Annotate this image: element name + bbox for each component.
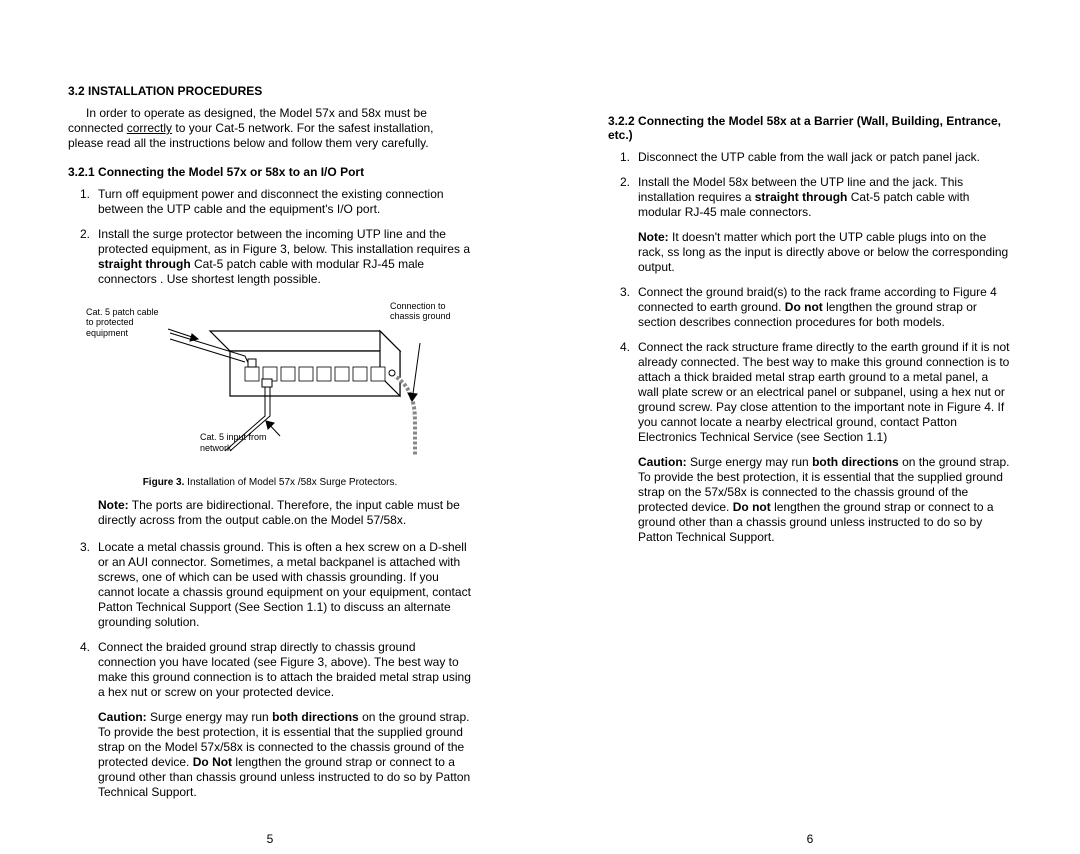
- list-item: 4. Connect the rack structure frame dire…: [608, 340, 1012, 445]
- list-item: 1. Disconnect the UTP cable from the wal…: [608, 150, 1012, 165]
- list-body: Connect the braided ground strap directl…: [98, 640, 472, 700]
- bold-text: Do Not: [193, 755, 232, 769]
- bold-text: Do not: [733, 500, 771, 514]
- page-left: 3.2 INSTALLATION PROCEDURES In order to …: [0, 0, 540, 854]
- bold-text: both directions: [272, 710, 359, 724]
- intro-underlined: correctly: [127, 121, 172, 135]
- list-body: Disconnect the UTP cable from the wall j…: [638, 150, 1012, 165]
- note-text: It doesn't matter which port the UTP cab…: [638, 230, 1008, 274]
- diagram-wrap: Cat. 5 patch cable to protected equipmen…: [80, 301, 460, 471]
- list-body: Connect the rack structure frame directl…: [638, 340, 1012, 445]
- note-block: Note: The ports are bidirectional. There…: [98, 498, 472, 528]
- page-right: 3.2.2 Connecting the Model 58x at a Barr…: [540, 0, 1080, 854]
- caution-block: Caution: Surge energy may run both direc…: [98, 710, 472, 800]
- text: Surge energy may run: [147, 710, 272, 724]
- list-item: 4. Connect the braided ground strap dire…: [68, 640, 472, 700]
- text: Surge energy may run: [687, 455, 812, 469]
- figure-caption-text: Installation of Model 57x /58x Surge Pro…: [184, 477, 397, 488]
- list-body: Connect the ground braid(s) to the rack …: [638, 285, 1012, 330]
- figure-caption: Figure 3. Installation of Model 57x /58x…: [68, 477, 472, 488]
- text: Install the surge protector between the …: [98, 227, 470, 256]
- list-number: 4.: [608, 340, 638, 445]
- figure-caption-bold: Figure 3.: [143, 477, 185, 488]
- list-number: 3.: [68, 540, 98, 630]
- document-spread: 3.2 INSTALLATION PROCEDURES In order to …: [0, 0, 1080, 854]
- list-number: 3.: [608, 285, 638, 330]
- diagram-label-connection: Connection to chassis ground: [390, 301, 460, 322]
- list-number: 4.: [68, 640, 98, 700]
- list-body: Turn off equipment power and disconnect …: [98, 187, 472, 217]
- list-number: 1.: [608, 150, 638, 165]
- section-heading: 3.2 INSTALLATION PROCEDURES: [68, 84, 472, 98]
- list-body: Install the Model 58x between the UTP li…: [638, 175, 1012, 275]
- list-item: 1. Turn off equipment power and disconne…: [68, 187, 472, 217]
- intro-paragraph: In order to operate as designed, the Mod…: [68, 106, 472, 151]
- list-item: 3. Connect the ground braid(s) to the ra…: [608, 285, 1012, 330]
- caution-block: Caution: Surge energy may run both direc…: [638, 455, 1012, 545]
- list-body: Locate a metal chassis ground. This is o…: [98, 540, 472, 630]
- subsection-heading: 3.2.2 Connecting the Model 58x at a Barr…: [608, 114, 1012, 142]
- list-item: 3. Locate a metal chassis ground. This i…: [68, 540, 472, 630]
- caution-label: Caution:: [98, 710, 147, 724]
- bold-text: straight through: [755, 190, 848, 204]
- figure-3: Cat. 5 patch cable to protected equipmen…: [68, 301, 472, 488]
- diagram-label-input: Cat. 5 input from network: [200, 432, 280, 453]
- page-number: 5: [0, 832, 540, 846]
- list-number: 1.: [68, 187, 98, 217]
- note-label: Note:: [638, 230, 669, 244]
- bold-text: straight through: [98, 257, 191, 271]
- note-text: The ports are bidirectional. Therefore, …: [98, 498, 460, 527]
- caution-label: Caution:: [638, 455, 687, 469]
- list-body: Install the surge protector between the …: [98, 227, 472, 287]
- list-item: 2. Install the Model 58x between the UTP…: [608, 175, 1012, 275]
- page-number: 6: [540, 832, 1080, 846]
- list-item: 2. Install the surge protector between t…: [68, 227, 472, 287]
- bold-text: both directions: [812, 455, 899, 469]
- subsection-heading: 3.2.1 Connecting the Model 57x or 58x to…: [68, 165, 472, 179]
- diagram-label-patch: Cat. 5 patch cable to protected equipmen…: [86, 307, 166, 338]
- note-label: Note:: [98, 498, 129, 512]
- bold-text: Do not: [785, 300, 823, 314]
- list-number: 2.: [608, 175, 638, 275]
- list-number: 2.: [68, 227, 98, 287]
